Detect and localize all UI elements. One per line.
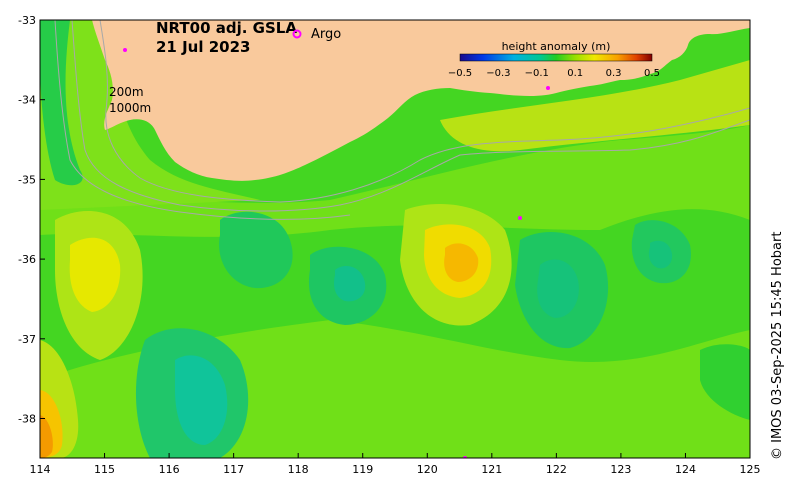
contour-label-1000m: 1000m <box>109 101 151 115</box>
eddy-cool-center-core <box>334 266 366 302</box>
lon-tick-label: 120 <box>417 463 438 476</box>
latitude-axis: -33 -34 -35 -36 -37 -38 <box>18 14 45 426</box>
colorbar-tick-label: 0.1 <box>567 68 583 79</box>
lat-tick-label: -34 <box>18 94 36 107</box>
lat-tick-label: -37 <box>18 333 36 346</box>
eddy-cool-far-east-core <box>648 240 673 269</box>
lon-tick-label: 116 <box>159 463 180 476</box>
eddy-warm-center-core <box>444 243 479 282</box>
lon-tick-label: 117 <box>223 463 244 476</box>
anomaly-green-southeast <box>700 344 750 420</box>
eddy-warm-west <box>69 237 121 312</box>
argo-legend-icon <box>292 29 302 39</box>
isobath-1000m <box>71 20 750 212</box>
colorbar-tick-label: 0.3 <box>606 68 622 79</box>
lon-tick-label: 115 <box>94 463 115 476</box>
lon-tick-label: 121 <box>481 463 502 476</box>
lat-tick-label: -33 <box>18 14 36 27</box>
lon-tick-label: 124 <box>675 463 696 476</box>
lon-tick-label: 119 <box>352 463 373 476</box>
colorbar-tick-label: −0.3 <box>486 68 510 79</box>
credit-text: © IMOS 03-Sep-2025 15:45 Hobart <box>770 232 785 460</box>
eddy-warm-sw-core <box>40 415 53 458</box>
colorbar-tick-label: −0.5 <box>448 68 472 79</box>
plot-frame <box>39 19 751 459</box>
colorbar-tick-label: 0.5 <box>644 68 660 79</box>
colorbar-tick-label: −0.1 <box>525 68 549 79</box>
lon-tick-label: 118 <box>288 463 309 476</box>
longitude-axis: 114 115 116 117 118 119 120 121 122 123 124 125 <box>30 453 761 476</box>
isobath-200m <box>99 20 750 203</box>
lon-tick-label: 123 <box>610 463 631 476</box>
lat-tick-label: -38 <box>18 413 36 426</box>
argo-legend-label: Argo <box>311 27 341 42</box>
map-title-date: 21 Jul 2023 <box>156 38 250 56</box>
anomaly-yellow-green-coast <box>440 60 750 152</box>
anomaly-band-light-green-west <box>40 20 260 210</box>
eddy-cool-center-west <box>219 211 293 289</box>
lon-tick-label: 125 <box>740 463 761 476</box>
colorbar-title: height anomaly (m) <box>502 40 611 53</box>
isobath-extra <box>54 20 351 220</box>
lon-tick-label: 114 <box>30 463 51 476</box>
lat-tick-label: -36 <box>18 253 36 266</box>
colorbar: height anomaly (m) −0.5 −0.3 −0.1 0.1 0.3 0.5 <box>448 40 660 79</box>
contour-label-200m: 200m <box>109 85 144 99</box>
eddy-cool-east-core <box>537 259 579 318</box>
eddy-cool-south-core <box>175 355 228 445</box>
map-title-product: NRT00 adj. GSLA <box>156 19 297 37</box>
map-plot-area <box>40 20 750 458</box>
lat-tick-label: -35 <box>18 173 36 186</box>
colorbar-gradient <box>459 53 653 62</box>
lon-tick-label: 122 <box>546 463 567 476</box>
